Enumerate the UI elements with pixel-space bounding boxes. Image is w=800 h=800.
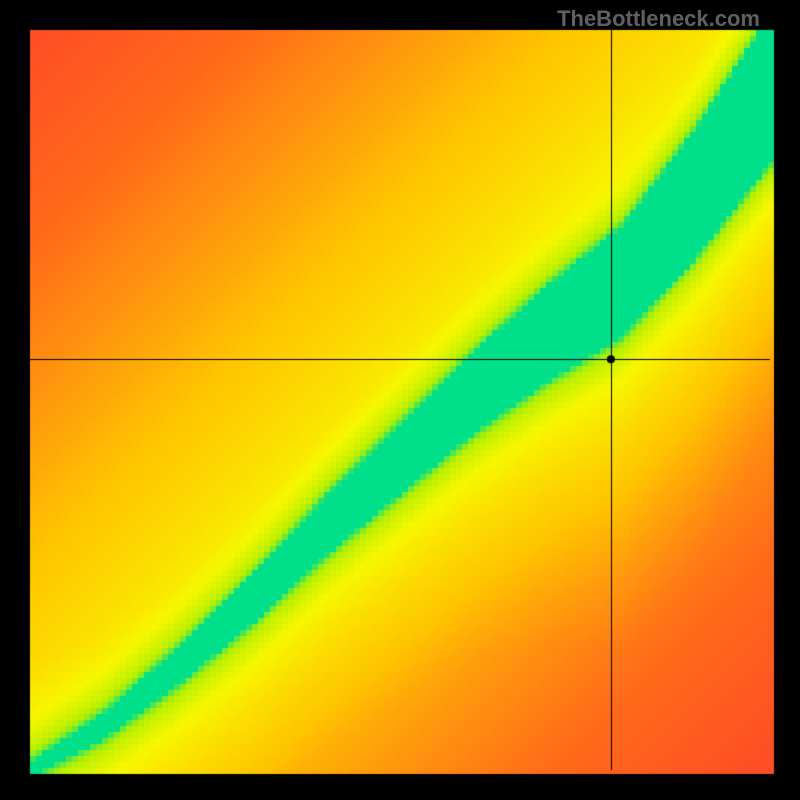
bottleneck-heatmap	[0, 0, 800, 800]
chart-container: TheBottleneck.com	[0, 0, 800, 800]
watermark-text: TheBottleneck.com	[557, 6, 760, 32]
